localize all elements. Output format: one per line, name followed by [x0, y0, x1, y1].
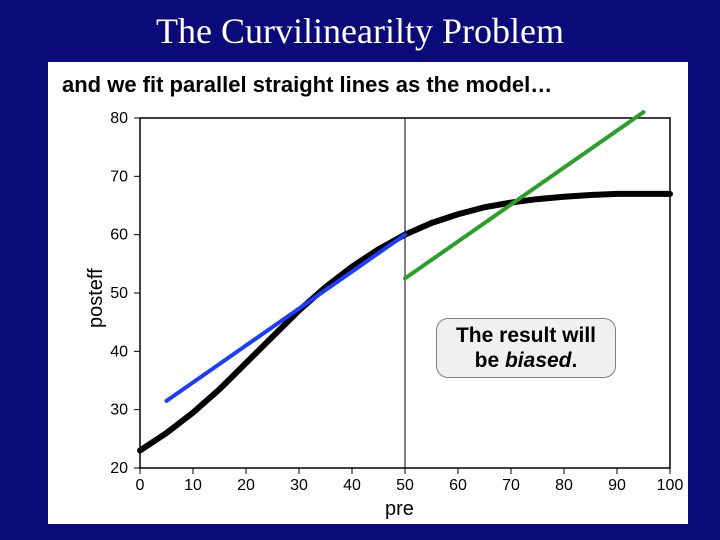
- y-tick-label: 20: [110, 460, 128, 477]
- callout-line2-suffix: .: [572, 349, 578, 372]
- y-tick-label: 60: [110, 227, 128, 244]
- x-tick-label: 80: [555, 477, 573, 494]
- x-axis-label-text: pre: [385, 498, 414, 520]
- chart: 0 10 20 30 40 50 60 70 80 90 100 20 30 40 50 60 70 80: [0, 0, 720, 540]
- x-tick-label: 10: [184, 477, 202, 494]
- x-axis-label: pre: [385, 498, 414, 521]
- x-tick-label: 100: [657, 477, 684, 494]
- y-tick-label: 50: [110, 285, 128, 302]
- x-tick-label: 40: [343, 477, 361, 494]
- y-axis-label-text: posteff: [85, 268, 107, 328]
- x-tick-label: 60: [449, 477, 467, 494]
- callout-line2-prefix: be: [475, 349, 505, 372]
- x-tick-label: 30: [290, 477, 308, 494]
- slide: The Curvilinearilty Problem and we fit p…: [0, 0, 720, 540]
- blue-fit-line: [167, 235, 406, 401]
- x-tick-label: 50: [396, 477, 414, 494]
- y-axis-label: posteff: [85, 268, 108, 328]
- y-tick-label: 70: [110, 168, 128, 185]
- y-tick-label: 40: [110, 343, 128, 360]
- y-tick-label: 30: [110, 402, 128, 419]
- result-callout: The result will be biased.: [436, 318, 616, 378]
- y-tick-label: 80: [110, 110, 128, 127]
- callout-line1: The result will: [456, 324, 596, 347]
- x-tick-label: 20: [237, 477, 255, 494]
- x-tick-label: 70: [502, 477, 520, 494]
- x-tick-label: 0: [136, 477, 145, 494]
- x-tick-label: 90: [608, 477, 626, 494]
- callout-line2-em: biased: [505, 349, 572, 372]
